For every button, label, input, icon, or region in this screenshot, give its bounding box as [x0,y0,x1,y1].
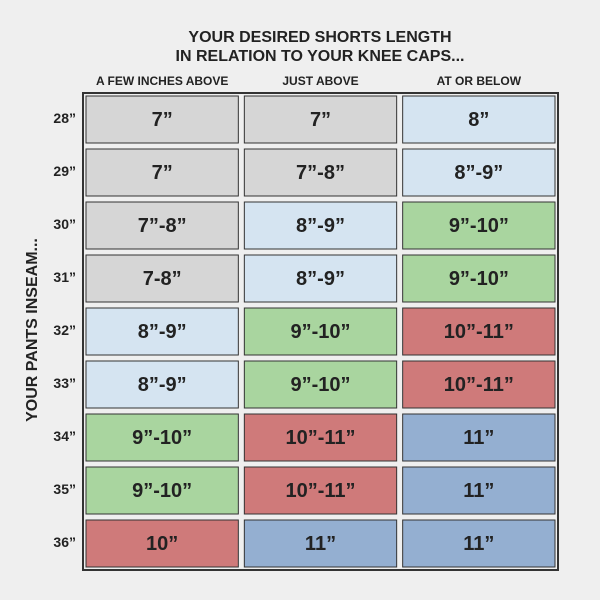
cell [402,254,556,303]
row-label: 30” [53,216,76,232]
cell-text: 7-8” [143,268,182,290]
cell [85,307,239,356]
cell [402,360,556,409]
cell-text: 9”-10” [449,268,509,290]
cell [85,466,239,515]
cell [402,413,556,462]
cell-text: 10”-11” [285,480,355,502]
cell-text: 10”-11” [444,321,514,343]
cell-text: 8”-9” [454,162,503,184]
cell-text: 8”-9” [138,321,187,343]
row-label: 33” [53,375,76,391]
cell-text: 8” [468,109,489,131]
column-header: JUST ABOVE [282,74,358,88]
table-frame [82,92,559,571]
cell-text: 11” [463,533,494,555]
title-line: IN RELATION TO YOUR KNEE CAPS... [176,48,465,65]
cell-text: 7” [152,109,173,131]
cell [243,254,398,303]
cell [243,519,398,568]
cell-text: 7” [152,162,173,184]
cell-text: 11” [463,427,494,449]
row-label: 32” [53,322,76,338]
cell-text: 9”-10” [132,480,192,502]
row-label: 28” [53,110,76,126]
cell [243,413,398,462]
cell [402,201,556,250]
cell-text: 8”-9” [138,374,187,396]
cell-text: 9”-10” [290,321,350,343]
row-axis-label: YOUR PANTS INSEAM... [24,238,41,422]
cell-text: 10”-11” [285,427,355,449]
cell [85,95,239,144]
cell-text: 9”-10” [132,427,192,449]
row-label: 34” [53,428,76,444]
cell [243,360,398,409]
cell [243,95,398,144]
cell-text: 7”-8” [138,215,187,237]
cell [85,519,239,568]
cell-text: 11” [463,480,494,502]
cell-text: 8”-9” [296,215,345,237]
cell-text: 8”-9” [296,268,345,290]
cell [243,201,398,250]
cell [243,466,398,515]
cell [402,95,556,144]
cell-text: 9”-10” [449,215,509,237]
cell-text: 7”-8” [296,162,345,184]
row-label: 35” [53,481,76,497]
cell [402,148,556,197]
cell [85,148,239,197]
cell-text: 9”-10” [290,374,350,396]
title-line: YOUR DESIRED SHORTS LENGTH [188,29,451,46]
cell-text: 11” [305,533,336,555]
column-header: A FEW INCHES ABOVE [96,74,228,88]
cell [402,466,556,515]
cell-text: 7” [310,109,331,131]
row-label: 31” [53,269,76,285]
cell-text: 10” [146,533,178,555]
cell-text: 10”-11” [444,374,514,396]
cell [85,254,239,303]
row-label: 29” [53,163,76,179]
cell [243,148,398,197]
row-label: 36” [53,534,76,550]
cell [243,307,398,356]
cell [85,201,239,250]
cell [85,413,239,462]
cell [85,360,239,409]
column-header: AT OR BELOW [437,74,522,88]
cell [402,519,556,568]
cell [402,307,556,356]
